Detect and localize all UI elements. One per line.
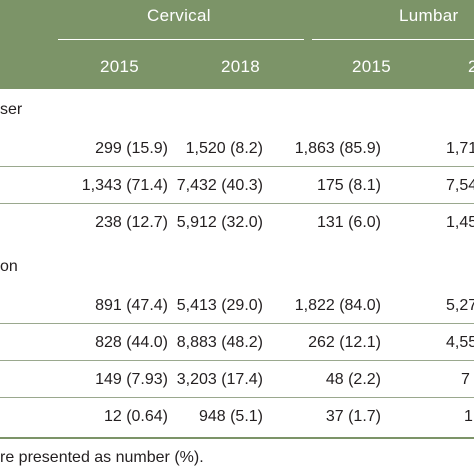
table-cell: 1,520 (8.2): [185, 140, 263, 157]
table-cell: 828 (44.0): [95, 334, 168, 351]
year-header-cervical-2015: 2015: [100, 57, 140, 76]
table-cell: 1: [464, 408, 473, 425]
group-rule-cervical: [58, 39, 304, 40]
table-cell: 238 (12.7): [95, 214, 168, 231]
table-header: Cervical Lumbar 2015 2018 2015 2: [0, 0, 474, 89]
row-divider: [0, 360, 474, 361]
table-cell: 37 (1.7): [325, 408, 381, 425]
row-divider: [0, 203, 474, 204]
table-cell: 12 (0.64): [103, 408, 168, 425]
table-cell: 1,45: [446, 214, 474, 231]
group-header-cervical: Cervical: [147, 6, 211, 25]
table-bottom-rule: [0, 437, 474, 439]
table-cell: 3,203 (17.4): [176, 371, 263, 388]
table-cell: 948 (5.1): [198, 408, 263, 425]
year-header-cervical-2018: 2018: [221, 57, 261, 76]
table-cell: 131 (6.0): [316, 214, 381, 231]
row-divider: [0, 166, 474, 167]
table-cell: 175 (8.1): [316, 177, 381, 194]
table-cell: 1,71: [446, 140, 474, 157]
table-cell: 891 (47.4): [95, 297, 168, 314]
table-cell: 262 (12.1): [308, 334, 381, 351]
section-label-1: ser: [0, 101, 23, 118]
year-header-lumbar-2018: 2: [468, 57, 474, 77]
table-cell: 299 (15.9): [95, 140, 168, 157]
year-header-lumbar-2015: 2015: [352, 57, 392, 76]
table-footnote: re presented as number (%).: [0, 449, 204, 466]
table-cell: 5,27: [446, 297, 474, 314]
table-cell: 1,863 (85.9): [294, 140, 381, 157]
table-cell: 7,54: [446, 177, 474, 194]
group-header-lumbar: Lumbar: [399, 6, 459, 25]
row-divider: [0, 397, 474, 398]
table-cell: 1,822 (84.0): [294, 297, 381, 314]
table-cell: 5,413 (29.0): [176, 297, 263, 314]
section-label-2: on: [0, 258, 18, 275]
table-cell: 8,883 (48.2): [176, 334, 263, 351]
table-cell: 7,432 (40.3): [176, 177, 263, 194]
row-divider: [0, 323, 474, 324]
table-cell: 149 (7.93): [95, 371, 168, 388]
group-rule-lumbar: [312, 39, 474, 40]
table-cell: 5,912 (32.0): [176, 214, 263, 231]
table-cell: 1,343 (71.4): [81, 177, 168, 194]
table-cell: 7: [461, 371, 470, 388]
table-cell: 4,55: [446, 334, 474, 351]
table-cell: 48 (2.2): [325, 371, 381, 388]
